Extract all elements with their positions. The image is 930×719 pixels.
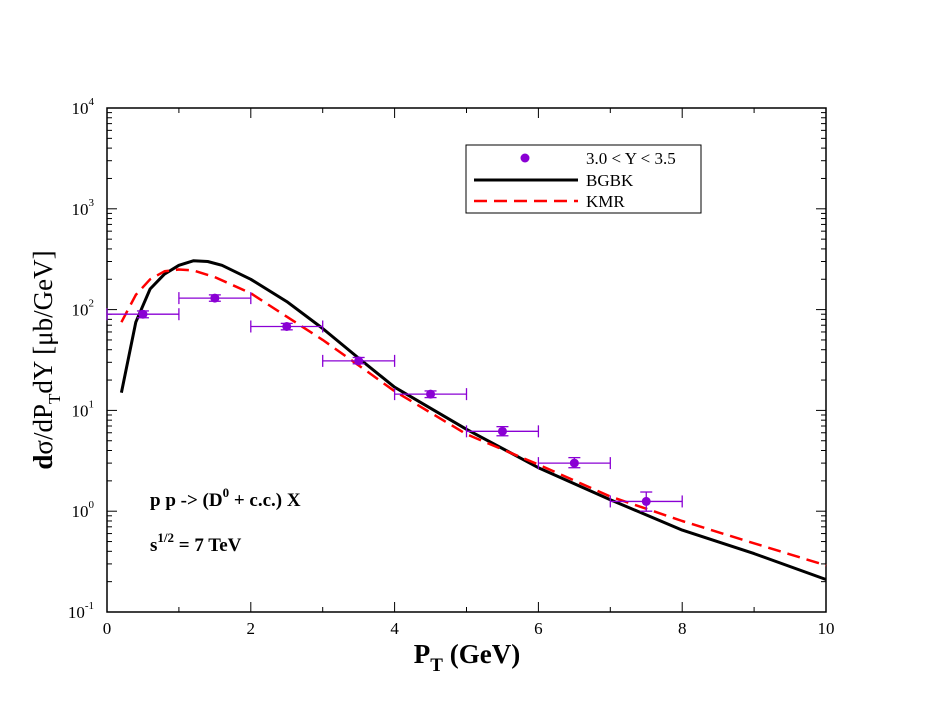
x-tick-labels: 0 2 4 6 8 10 — [103, 619, 835, 638]
data-point — [250, 320, 324, 333]
x-axis-title-sub: T — [430, 655, 443, 676]
y-tick-label-base: 10 — [72, 301, 89, 320]
y-tick-label-base: 10 — [68, 603, 85, 622]
data-marker — [569, 458, 579, 468]
x-tick-label: 10 — [818, 619, 835, 638]
legend-label-kmr: KMR — [586, 192, 625, 211]
data-marker — [497, 426, 507, 436]
y-tick-label-base: 10 — [72, 200, 89, 219]
y-tick-label-exp: 2 — [89, 298, 95, 310]
data-marker — [138, 309, 148, 319]
y-tick-label: 103 — [72, 197, 95, 219]
x-axis-title-rest: (GeV) — [443, 639, 520, 669]
x-tick-label: 0 — [103, 619, 112, 638]
y-tick-label: 10-1 — [68, 600, 94, 622]
data-point — [106, 308, 180, 321]
y-tick-label-exp: 0 — [89, 499, 95, 511]
annotation-energy-pre: s — [150, 535, 157, 556]
y-tick-label-exp: 1 — [89, 398, 95, 410]
y-tick-label: 102 — [72, 298, 95, 320]
annotation-energy-post: = 7 TeV — [174, 535, 242, 556]
annotation-process: p p -> (D0 + c.c.) X — [150, 485, 301, 511]
annotation-process-pre: p p -> (D — [150, 490, 223, 511]
y-axis-title-mid1: /dP — [28, 404, 58, 440]
y-tick-label-base: 10 — [72, 502, 89, 521]
data-marker — [210, 293, 220, 303]
y-tick-label: 101 — [72, 398, 95, 420]
data-point — [178, 292, 252, 305]
x-tick-label: 8 — [678, 619, 687, 638]
model-curves — [119, 259, 827, 581]
y-tick-label-exp: -1 — [85, 600, 94, 612]
y-axis-title-sigma: σ — [28, 440, 58, 455]
y-axis-title-mid2: dY [ — [28, 346, 58, 394]
series-line-kmr — [120, 268, 827, 567]
y-axis-title-sub: T — [45, 393, 64, 404]
legend-label-bgbk: BGBK — [586, 171, 634, 190]
annotation-energy-sup: 1/2 — [157, 530, 174, 545]
y-tick-label: 100 — [72, 499, 95, 521]
data-marker — [426, 389, 436, 399]
legend-label-data: 3.0 < Y < 3.5 — [586, 149, 676, 168]
legend-marker-data — [520, 153, 530, 163]
y-axis-title-d: d — [28, 455, 58, 470]
legend: 3.0 < Y < 3.5 BGBK KMR — [465, 144, 702, 214]
data-point — [393, 388, 468, 401]
x-tick-label: 2 — [247, 619, 256, 638]
x-tick-label: 6 — [534, 619, 543, 638]
data-marker — [354, 356, 364, 366]
y-tick-label-base: 10 — [72, 99, 89, 118]
data-points — [106, 292, 683, 512]
y-tick-label-exp: 3 — [89, 197, 95, 209]
x-axis-title: PT (GeV) — [414, 639, 520, 676]
y-axis-title-post: b/GeV] — [28, 250, 58, 331]
data-point — [322, 354, 396, 367]
y-axis-title-mu: μ — [28, 331, 58, 345]
data-point — [609, 491, 683, 512]
y-tick-label: 104 — [72, 96, 95, 118]
axis-ticks — [106, 107, 827, 613]
x-axis-title-main: P — [414, 639, 431, 669]
annotation-energy: s1/2 = 7 TeV — [150, 530, 242, 556]
y-axis-title: dσ/dPTdY [μb/GeV] — [28, 250, 64, 469]
data-point — [465, 425, 540, 438]
y-tick-label-base: 10 — [72, 401, 89, 420]
data-marker — [282, 321, 292, 331]
annotation-process-post: + c.c.) X — [229, 490, 301, 511]
data-point — [537, 456, 611, 470]
data-marker — [641, 496, 651, 506]
y-tick-label-exp: 4 — [89, 96, 95, 108]
x-tick-label: 4 — [390, 619, 399, 638]
annotation-process-sup: 0 — [223, 485, 230, 500]
